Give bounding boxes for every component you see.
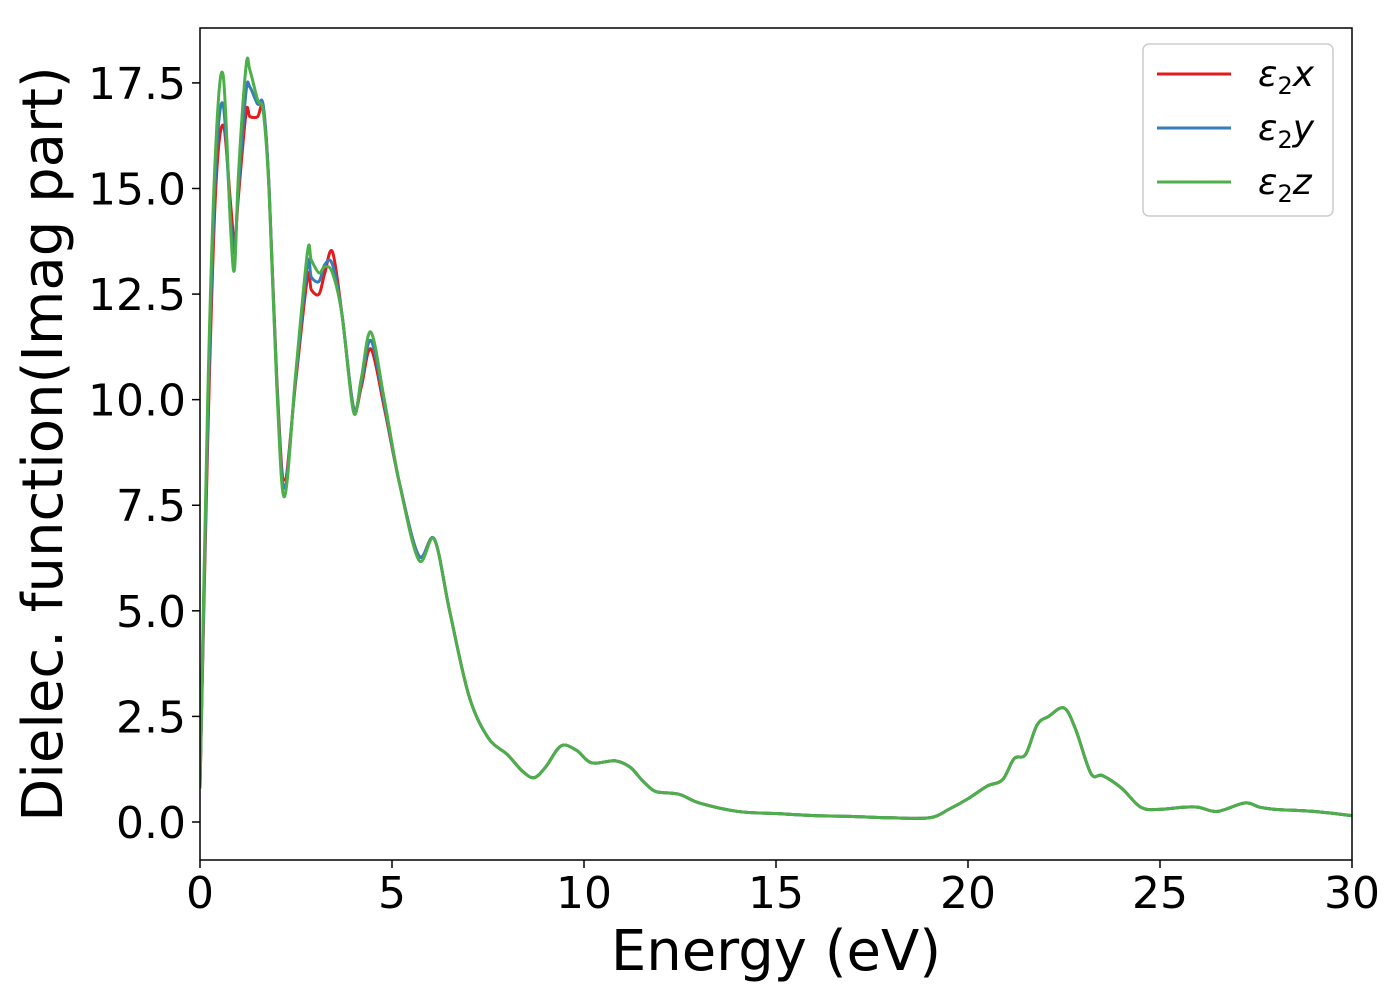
legend: ε2x ε2y ε2z (1142, 43, 1334, 217)
x-tick-label: 15 (748, 868, 804, 919)
x-axis-title: Energy (eV) (611, 919, 941, 984)
y-tick-label: 12.5 (88, 270, 186, 321)
legend-label-x: ε2x (1258, 54, 1315, 100)
legend-label-z: ε2z (1258, 162, 1313, 208)
y-axis: 0.0 2.5 5.0 7.5 10.0 12.5 15.0 17.5 (88, 59, 200, 849)
x-tick-label: 20 (940, 868, 996, 919)
series-line-z (200, 56, 1352, 820)
x-tick-label: 25 (1132, 868, 1188, 919)
x-tick-label: 0 (186, 868, 214, 919)
x-tick-label: 30 (1324, 868, 1380, 919)
y-tick-label: 2.5 (116, 692, 186, 743)
y-tick-label: 10.0 (88, 376, 186, 427)
y-tick-label: 0.0 (116, 798, 186, 849)
y-tick-label: 5.0 (116, 587, 186, 638)
legend-box (1142, 43, 1334, 217)
x-tick-label: 5 (378, 868, 406, 919)
y-tick-label: 7.5 (116, 481, 186, 532)
legend-label-y: ε2y (1258, 108, 1315, 154)
y-tick-label: 15.0 (88, 164, 186, 215)
x-tick-label: 10 (556, 868, 612, 919)
x-axis: 0 5 10 15 20 25 30 (186, 860, 1380, 919)
series-layer (200, 56, 1352, 820)
y-tick-label: 17.5 (88, 59, 186, 110)
y-axis-title: Dielec. function(Imag part) (11, 66, 76, 822)
